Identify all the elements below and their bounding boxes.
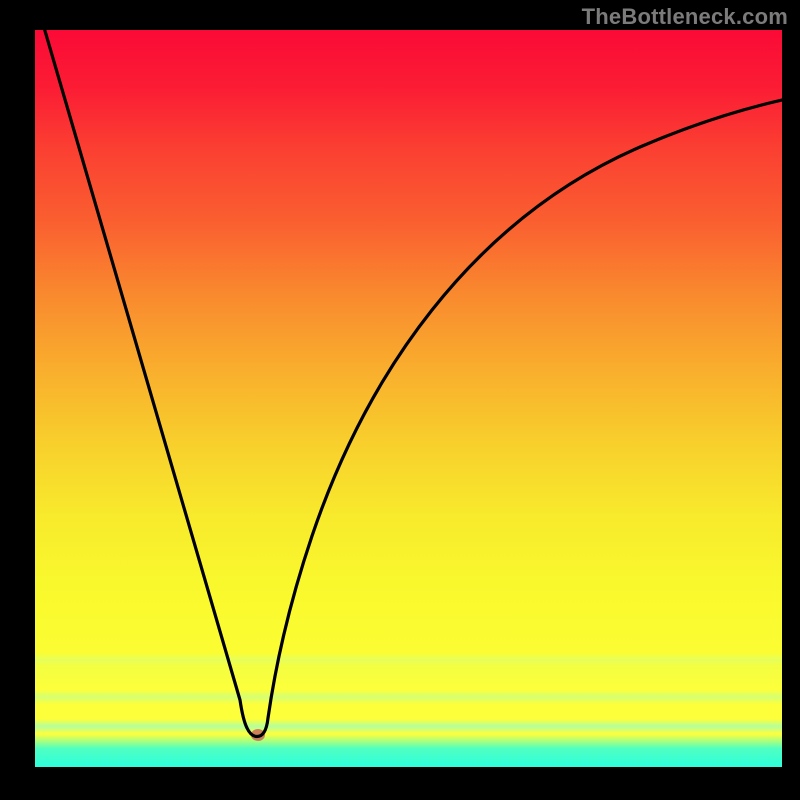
gradient-background — [35, 30, 782, 767]
chart-svg — [0, 0, 800, 800]
chart-container: TheBottleneck.com — [0, 0, 800, 800]
